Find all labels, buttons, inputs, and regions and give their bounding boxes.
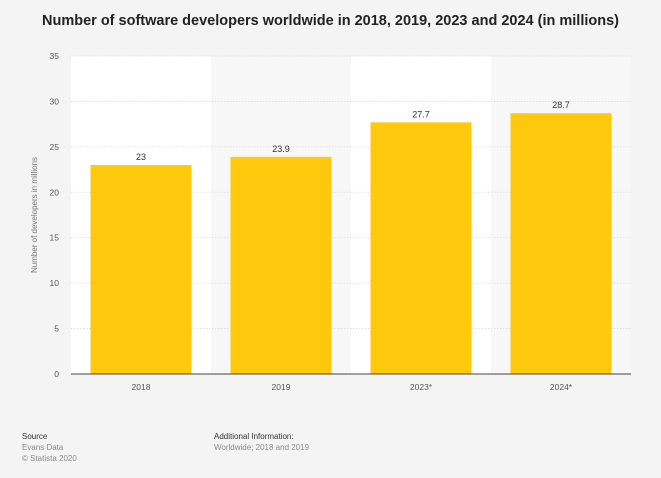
bar-value-label: 27.7 [412,109,430,119]
additional-info-text: Worldwide; 2018 and 2019 [214,443,310,452]
x-tick-label: 2023* [410,382,433,392]
y-axis-title: Number of developers in millions [30,157,39,273]
bar [510,113,612,375]
x-tick-label: 2024* [550,382,573,392]
y-tick-label: 0 [54,369,59,379]
bar-value-label: 23.9 [272,144,290,154]
additional-info-block: Additional Information: Worldwide; 2018 … [214,431,309,453]
source-line-2: © Statista 2020 [22,454,77,463]
x-tick-label: 2019 [272,382,291,392]
y-tick-label: 35 [50,51,60,61]
bar [370,122,472,374]
bar [230,156,332,374]
source-heading: Source [22,432,48,441]
y-tick-label: 5 [54,324,59,334]
source-line-1: Evans Data [22,443,64,452]
y-tick-label: 25 [50,142,60,152]
bar-value-label: 23 [136,152,146,162]
y-tick-label: 20 [50,187,60,197]
chart-title: Number of software developers worldwide … [42,13,619,29]
y-tick-label: 10 [50,278,60,288]
x-tick-label: 2018 [132,382,151,392]
source-block: Source Evans Data © Statista 2020 [22,431,77,464]
y-tick-label: 30 [50,96,60,106]
bar-value-label: 28.7 [552,100,570,110]
additional-info-heading: Additional Information: [214,432,294,441]
bar [90,165,192,374]
y-tick-label: 15 [50,233,60,243]
